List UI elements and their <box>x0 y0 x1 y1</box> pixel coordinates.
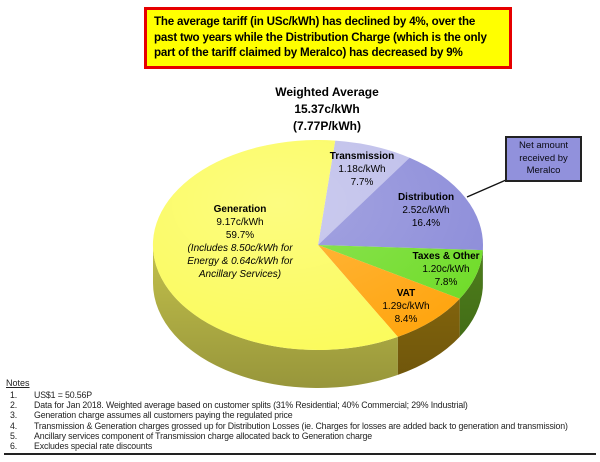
headline-line: past two years while the Distribution Ch… <box>154 30 487 44</box>
note-item: 4. Transmission & Generation charges gro… <box>6 421 568 431</box>
callout-line: Meralco <box>526 165 561 177</box>
headline-box: The average tariff (in USc/kWh) has decl… <box>144 7 512 69</box>
slice-pct: 7.8% <box>434 277 458 288</box>
callout-leader-line <box>466 179 507 198</box>
slice-note-line: Energy & 0.64c/kWh for <box>187 256 293 267</box>
note-number: 3. <box>10 410 18 421</box>
slice-pct: 16.4% <box>411 218 441 229</box>
slice-name: Taxes & Other <box>412 251 480 262</box>
note-text: US$1 = 50.56P <box>34 390 92 400</box>
bottom-rule <box>4 453 596 455</box>
slice-pct: 8.4% <box>394 314 418 325</box>
slice-value: 1.20c/kWh <box>422 264 470 275</box>
note-text: Excludes special rate discounts <box>34 441 153 452</box>
slice-name: Transmission <box>329 151 395 162</box>
note-number: 1. <box>10 390 18 400</box>
slice-value: 1.29c/kWh <box>382 301 430 312</box>
pie-label-distribution: Distribution 2.52c/kWh 16.4% <box>398 191 454 230</box>
note-number: 4. <box>10 420 18 431</box>
slice-pct: 7.7% <box>350 177 374 188</box>
pie-top-sheen <box>153 140 483 350</box>
notes-section: Notes 1. US$1 = 50.56P 2. Data for Jan 2… <box>6 378 568 451</box>
slice-value: 1.18c/kWh <box>338 164 386 175</box>
pie-label-generation: Generation 9.17c/kWh 59.7% (Includes 8.5… <box>187 203 293 281</box>
note-item: 6. Excludes special rate discounts <box>6 441 568 451</box>
callout-line: Net amount <box>518 140 569 151</box>
note-number: 6. <box>10 441 18 452</box>
notes-heading: Notes <box>6 378 30 388</box>
note-text: Ancillary services component of Transmis… <box>34 430 373 441</box>
pie-label-taxes: Taxes & Other 1.20c/kWh 7.8% <box>412 250 479 289</box>
note-number: 5. <box>10 430 18 441</box>
headline-line: part of the tariff claimed by Meralco) h… <box>154 46 463 59</box>
slice-name: VAT <box>396 288 416 299</box>
slice-value: 2.52c/kWh <box>402 205 450 216</box>
slice-note-line: (Includes 8.50c/kWh for <box>187 243 293 254</box>
slice-note-line: Ancillary Services) <box>198 269 282 280</box>
slice-name: Distribution <box>397 192 455 203</box>
note-text: Transmission & Generation charges grosse… <box>34 420 568 431</box>
callout-box: Net amount received by Meralco <box>505 136 582 182</box>
pie-label-vat: VAT 1.29c/kWh 8.4% <box>382 287 429 326</box>
pie-rim-shading <box>153 245 483 388</box>
callout-line: received by <box>519 152 568 164</box>
note-item: 3. Generation charge assumes all custome… <box>6 410 568 420</box>
note-item: 1. US$1 = 50.56P <box>6 390 568 400</box>
chart-title-line: Weighted Average <box>275 85 379 99</box>
chart-title-line: (7.77P/kWh) <box>292 119 361 133</box>
note-text: Generation charge assumes all customers … <box>34 410 293 421</box>
slice-value: 9.17c/kWh <box>216 217 264 228</box>
chart-title-line: 15.37c/kWh <box>294 102 360 116</box>
pie-label-transmission: Transmission 1.18c/kWh 7.7% <box>330 150 394 189</box>
note-text: Data for Jan 2018. Weighted average base… <box>34 400 468 411</box>
note-item: 5. Ancillary services component of Trans… <box>6 431 568 441</box>
slice-name: Generation <box>213 204 267 215</box>
chart-title: Weighted Average 15.37c/kWh (7.77P/kWh) <box>227 84 427 135</box>
slice-pct: 59.7% <box>225 230 255 241</box>
headline-line: The average tariff (in USc/kWh) has decl… <box>154 15 476 28</box>
note-item: 2. Data for Jan 2018. Weighted average b… <box>6 400 568 410</box>
note-number: 2. <box>10 400 18 411</box>
